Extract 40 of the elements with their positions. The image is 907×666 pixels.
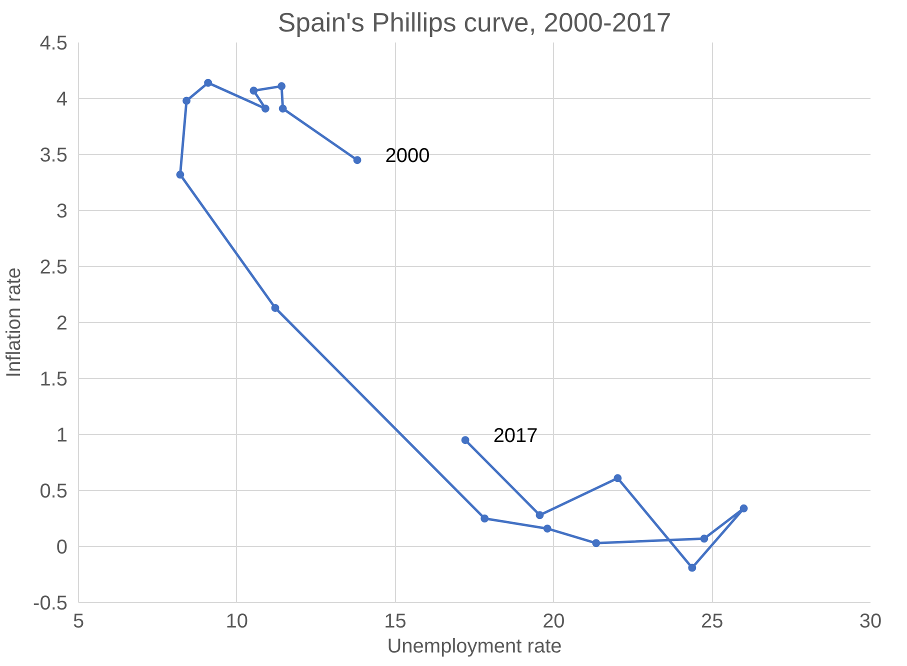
point xyxy=(250,86,258,95)
point xyxy=(543,524,552,533)
point xyxy=(278,104,287,113)
y-tick-label: 0 xyxy=(56,536,68,558)
point xyxy=(614,474,622,482)
y-tick-label: 2.5 xyxy=(40,256,68,278)
point xyxy=(271,304,280,312)
annotation: 2017 xyxy=(493,425,538,448)
x-tick-label: 5 xyxy=(72,610,84,632)
annotation: 2000 xyxy=(385,145,430,168)
point xyxy=(278,82,286,90)
point xyxy=(261,104,270,113)
chart-title: Spain's Phillips curve, 2000-2017 xyxy=(278,8,672,38)
y-tick-label: 3 xyxy=(56,200,68,222)
y-tick-label: 4.5 xyxy=(40,32,68,54)
point xyxy=(182,96,191,105)
x-tick-label: 10 xyxy=(226,610,248,632)
y-tick-label: 3.5 xyxy=(40,144,68,166)
point xyxy=(592,539,600,548)
point xyxy=(740,504,748,512)
x-tick-label: 25 xyxy=(700,610,724,632)
point xyxy=(700,534,708,543)
y-tick-label: 0.5 xyxy=(40,480,68,502)
point xyxy=(204,78,212,87)
point xyxy=(480,514,489,522)
point xyxy=(688,564,696,572)
point xyxy=(176,170,184,179)
point xyxy=(353,156,362,164)
point xyxy=(461,436,470,444)
point xyxy=(536,511,544,520)
y-axis-title: Inflation rate xyxy=(3,267,26,378)
x-axis-title: Unemployment rate xyxy=(387,636,562,658)
x-tick-label: 20 xyxy=(542,610,565,632)
y-tick-label: 2 xyxy=(56,312,68,334)
y-tick-label: -0.5 xyxy=(33,592,68,614)
y-tick-label: 1 xyxy=(56,424,68,446)
y-tick-label: 4 xyxy=(56,88,68,110)
x-tick-label: 15 xyxy=(384,610,406,632)
x-tick-label: 30 xyxy=(859,610,882,632)
y-tick-label: 1.5 xyxy=(40,368,68,390)
